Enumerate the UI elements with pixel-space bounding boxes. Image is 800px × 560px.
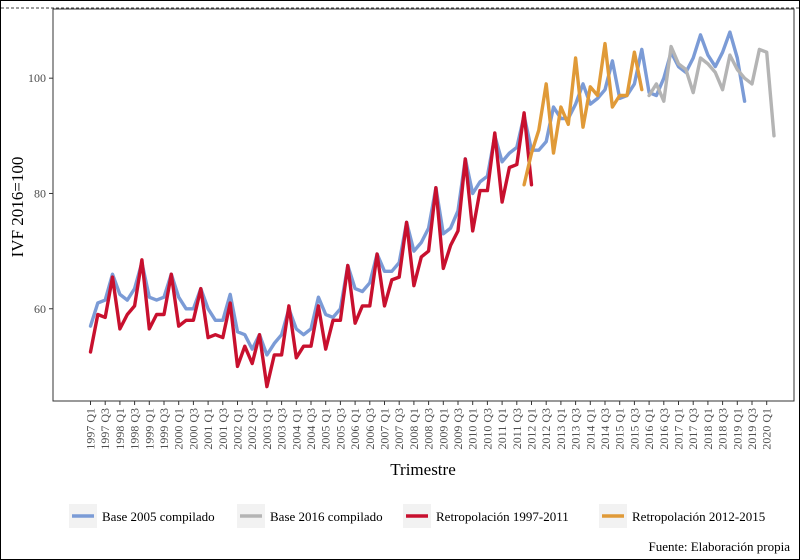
legend-label: Base 2016 compilado [270,509,383,524]
legend-label: Base 2005 compilado [102,509,215,524]
legend-item-retropolacion-1997-2011: Retropolación 1997-2011 [403,504,569,528]
x-tick-label: 2011 Q3 [510,408,524,449]
x-tick-label: 2016 Q3 [657,408,671,450]
x-tick-label: 1999 Q3 [157,408,171,450]
legend-item-base-2005-compilado: Base 2005 compilado [69,504,215,528]
x-axis-title: Trimestre [390,460,456,479]
x-tick-label: 2002 Q3 [245,408,259,450]
y-axis: 60 80 100 [28,71,53,316]
x-tick-label: 2008 Q3 [422,408,436,450]
x-tick-label: 2019 Q3 [745,408,759,450]
series-lines [88,30,776,389]
x-tick-label: 2017 Q1 [672,408,686,450]
x-tick-label: 2019 Q1 [730,408,744,450]
x-tick-label: 2003 Q1 [260,408,274,450]
x-tick-label: 2002 Q1 [231,408,245,450]
x-tick-label: 2013 Q3 [569,408,583,450]
legend-item-base-2016-compilado: Base 2016 compilado [237,504,383,528]
x-tick-label: 2012 Q3 [539,408,553,450]
x-tick-label: 2018 Q1 [701,408,715,450]
x-tick-label: 2001 Q1 [201,408,215,450]
series-line-retropolacion-1997-2011 [88,111,534,389]
x-tick-label: 2004 Q3 [304,408,318,450]
x-tick-label: 2001 Q3 [216,408,230,450]
x-tick-label: 2010 Q3 [480,408,494,450]
x-tick-label: 2005 Q3 [333,408,347,450]
x-tick-label: 2020 Q1 [760,408,774,450]
x-tick-label: 2008 Q1 [407,408,421,450]
caption: Fuente: Elaboración propia [648,539,790,554]
x-tick-label: 2006 Q1 [348,408,362,450]
x-tick-label: 1999 Q1 [142,408,156,450]
series-line-base-2016-compilado [647,44,776,138]
x-tick-label: 1998 Q3 [128,408,142,450]
x-tick-label: 2000 Q1 [172,408,186,450]
x-tick-label: 2012 Q1 [525,408,539,450]
x-tick-label: 1997 Q1 [84,408,98,450]
x-tick-label: 2000 Q3 [186,408,200,450]
x-tick-label: 2014 Q3 [598,408,612,450]
x-tick-label: 2005 Q1 [319,408,333,450]
x-tick-label: 2017 Q3 [686,408,700,450]
x-tick-label: 2009 Q3 [451,408,465,450]
x-tick-label: 2004 Q1 [289,408,303,450]
x-tick-label: 2018 Q3 [716,408,730,450]
y-tick-label: 60 [34,302,46,316]
x-tick-label: 2006 Q3 [363,408,377,450]
x-tick-label: 2015 Q3 [627,408,641,450]
x-tick-label: 2014 Q1 [583,408,597,450]
x-tick-label: 1997 Q3 [98,408,112,450]
x-axis: 1997 Q1 1997 Q3 1998 Q1 1998 Q3 1999 Q1 1999 … [84,401,774,450]
series-line-retropolacion-2012-2015 [522,41,644,187]
x-tick-label: 2007 Q1 [378,408,392,450]
y-tick-label: 100 [28,71,46,85]
x-tick-label: 2013 Q1 [554,408,568,450]
legend: Base 2005 compilado Base 2016 compilado Re… [69,504,765,528]
legend-label: Retropolación 1997-2011 [436,509,569,524]
x-tick-label: 2009 Q1 [436,408,450,450]
x-tick-label: 2010 Q1 [466,408,480,450]
y-axis-title: IVF 2016=100 [8,157,27,258]
legend-item-retropolacion-2012-2015: Retropolación 2012-2015 [599,504,765,528]
plot-panel [52,8,795,402]
x-tick-label: 2015 Q1 [613,408,627,450]
x-tick-label: 2007 Q3 [392,408,406,450]
x-tick-label: 2003 Q3 [275,408,289,450]
x-tick-label: 2011 Q1 [495,408,509,449]
legend-label: Retropolación 2012-2015 [632,509,765,524]
x-tick-label: 1998 Q1 [113,408,127,450]
y-tick-label: 80 [34,186,46,200]
x-tick-label: 2016 Q1 [642,408,656,450]
